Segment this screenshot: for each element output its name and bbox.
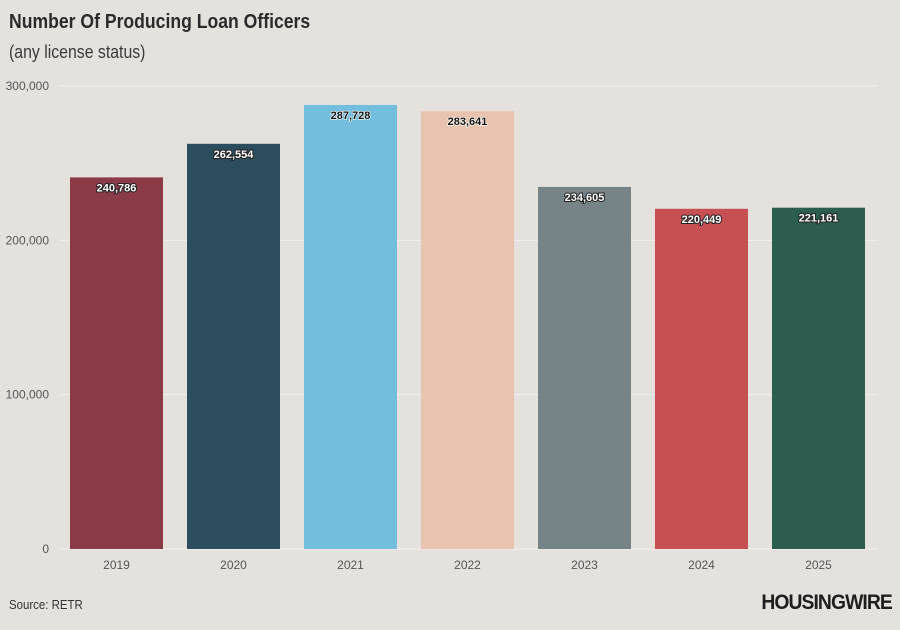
bar-2023: [538, 186, 631, 550]
data-label: 220,449: [682, 214, 722, 226]
x-tick-label: 2025: [805, 558, 832, 572]
x-tick-label: 2021: [337, 558, 364, 572]
housingwire-logo: HOUSINGWIRE: [761, 591, 893, 614]
data-label: 240,786: [97, 182, 137, 194]
data-label: 283,641: [448, 116, 488, 128]
y-tick-label: 200,000: [6, 233, 50, 247]
y-tick-label: 100,000: [6, 388, 50, 402]
bar-2019: [70, 177, 163, 549]
source-note: Source: RETR: [9, 597, 83, 612]
data-label: 234,605: [565, 192, 605, 204]
x-tick-label: 2023: [571, 558, 598, 572]
data-label: 221,161: [799, 213, 839, 225]
chart-title: Number Of Producing Loan Officers: [9, 11, 311, 33]
x-tick-label: 2024: [688, 558, 715, 572]
bar-2021: [304, 104, 397, 549]
y-tick-label: 0: [42, 542, 49, 556]
x-tick-label: 2022: [454, 558, 481, 572]
x-tick-label: 2019: [103, 558, 130, 572]
bar-2022: [421, 111, 514, 550]
x-tick-label: 2020: [220, 558, 247, 572]
bar-2024: [655, 208, 748, 549]
data-label: 262,554: [214, 149, 255, 161]
bar-2020: [187, 143, 280, 549]
data-label: 287,728: [331, 110, 371, 122]
chart-subtitle: (any license status): [9, 42, 146, 62]
y-tick-label: 300,000: [6, 79, 50, 93]
bar-2025: [772, 207, 865, 549]
